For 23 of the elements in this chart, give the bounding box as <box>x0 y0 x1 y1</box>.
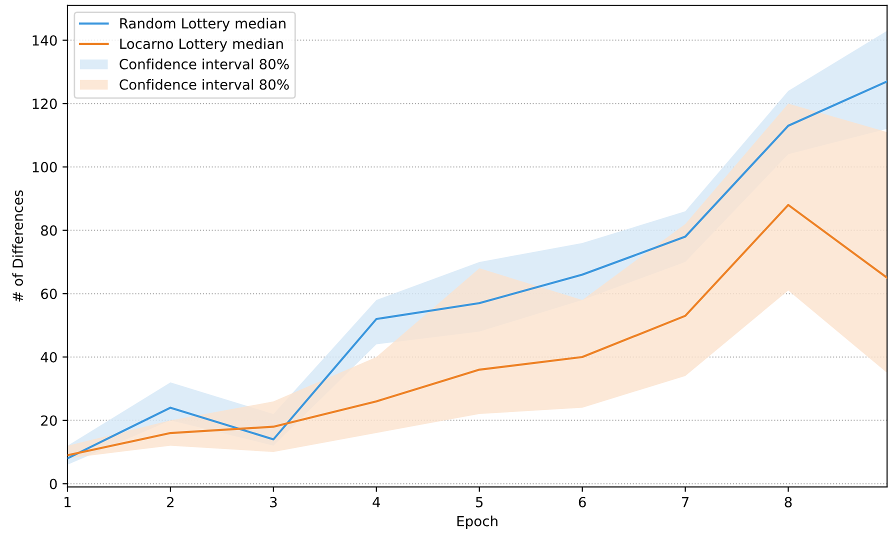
legend-label: Confidence interval 80% <box>120 79 289 90</box>
x-tick-label: 2 <box>167 496 174 508</box>
y-tick-label: 100 <box>32 162 57 172</box>
legend-label: Confidence interval 80% <box>120 58 289 70</box>
y-tick-label: 60 <box>41 288 57 300</box>
y-tick-label: 0 <box>50 478 57 490</box>
legend-label: Random Lottery median <box>120 18 286 32</box>
x-tick-label: 8 <box>784 496 792 508</box>
y-tick-label: 80 <box>41 225 57 236</box>
y-tick-label: 40 <box>40 352 57 362</box>
legend-label: Locarno Lottery median <box>120 38 283 52</box>
y-tick-label: 120 <box>32 98 57 110</box>
y-tick-label: 140 <box>32 35 57 46</box>
x-tick-label: 7 <box>682 497 689 508</box>
x-tick-label: 6 <box>578 496 586 508</box>
x-tick-label: 3 <box>270 496 277 508</box>
x-axis-title: Epoch <box>457 516 498 530</box>
line-series <box>67 204 888 456</box>
x-tick-label: 5 <box>476 497 483 508</box>
y-axis-title: # of Differences <box>12 190 24 302</box>
y-tick-label: 20 <box>41 415 57 426</box>
x-tick-label: 4 <box>372 497 380 508</box>
x-tick-label: 1 <box>64 497 71 508</box>
